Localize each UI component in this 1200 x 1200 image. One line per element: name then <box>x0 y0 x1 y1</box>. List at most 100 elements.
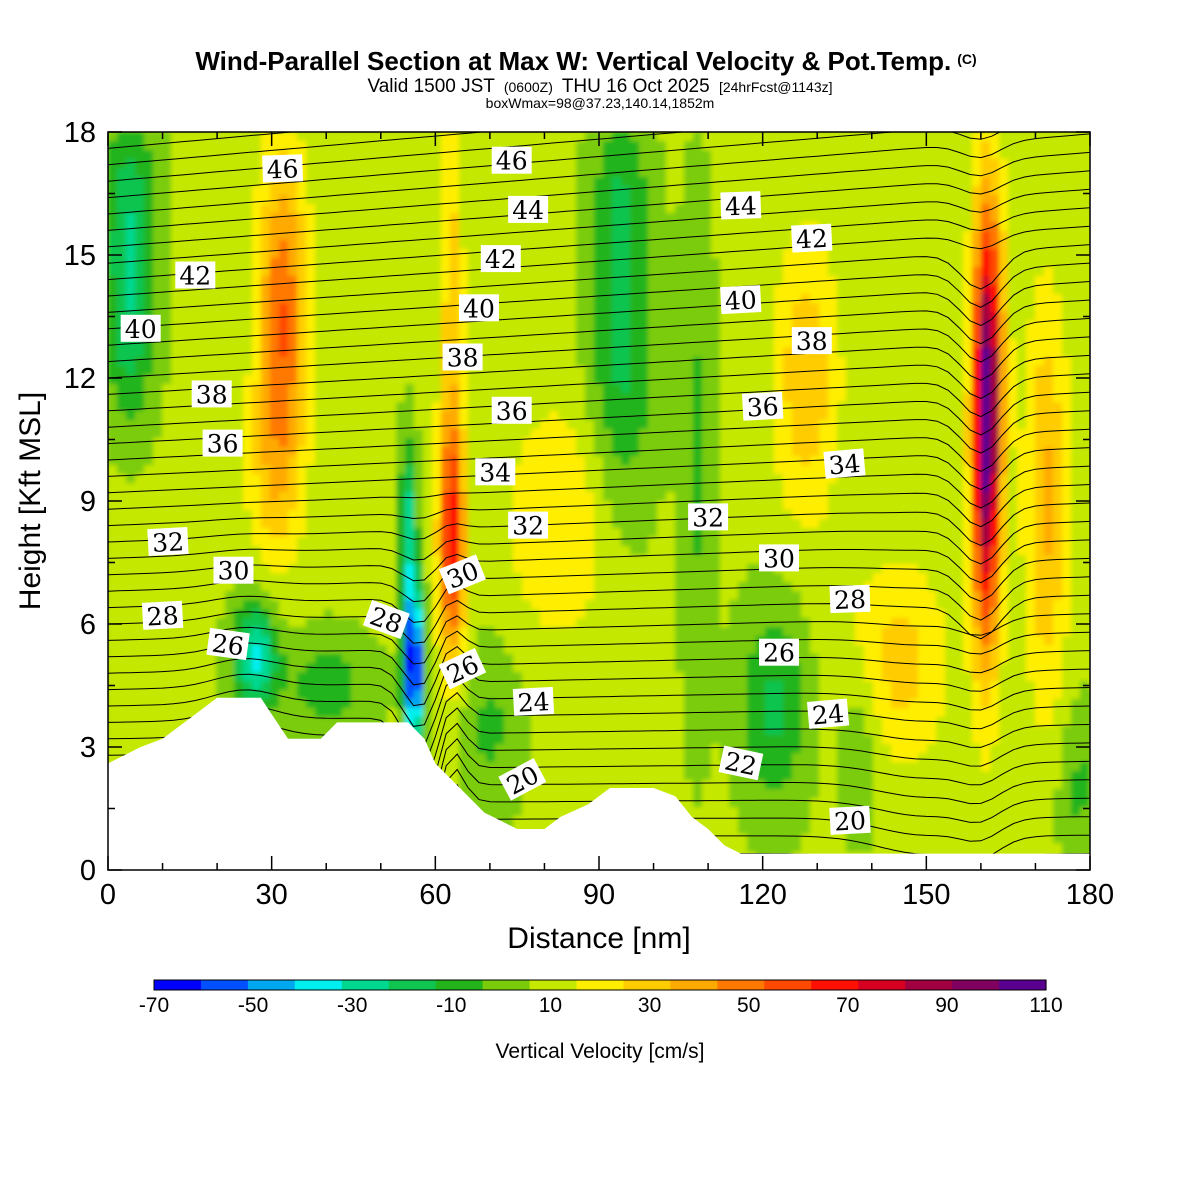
field-cell <box>450 321 460 331</box>
field-cell <box>198 537 208 547</box>
field-cell <box>387 420 397 430</box>
field-cell <box>486 330 496 340</box>
field-cell <box>675 204 685 214</box>
field-cell <box>954 447 964 457</box>
field-cell <box>1017 429 1027 439</box>
field-cell <box>1017 447 1027 457</box>
field-cell <box>918 168 928 178</box>
field-cell <box>999 159 1009 169</box>
field-cell <box>117 285 127 295</box>
field-cell <box>684 438 694 448</box>
field-cell <box>387 348 397 358</box>
field-cell <box>936 267 946 277</box>
field-cell <box>657 492 667 502</box>
field-cell <box>828 474 838 484</box>
field-cell <box>909 132 919 142</box>
field-cell <box>324 204 334 214</box>
field-cell <box>711 384 721 394</box>
field-cell <box>252 312 262 322</box>
field-cell <box>990 429 1000 439</box>
field-cell <box>783 195 793 205</box>
field-cell <box>981 483 991 493</box>
field-cell <box>927 339 937 349</box>
field-cell <box>432 537 442 547</box>
field-cell <box>702 303 712 313</box>
field-cell <box>792 465 802 475</box>
field-cell <box>234 375 244 385</box>
field-cell <box>648 276 658 286</box>
field-cell <box>207 240 217 250</box>
field-cell <box>981 510 991 520</box>
field-cell <box>864 150 874 160</box>
field-cell <box>558 285 568 295</box>
field-cell <box>630 159 640 169</box>
field-cell <box>1026 285 1036 295</box>
field-cell <box>486 213 496 223</box>
field-cell <box>873 249 883 259</box>
field-cell <box>576 132 586 142</box>
field-cell <box>162 456 172 466</box>
field-cell <box>405 159 415 169</box>
field-cell <box>162 222 172 232</box>
field-cell <box>135 276 145 286</box>
field-cell <box>765 213 775 223</box>
field-cell <box>603 303 613 313</box>
field-cell <box>819 177 829 187</box>
field-cell <box>198 411 208 421</box>
field-cell <box>963 240 973 250</box>
field-cell <box>1026 501 1036 511</box>
field-cell <box>639 501 649 511</box>
field-cell <box>324 420 334 430</box>
field-cell <box>837 312 847 322</box>
field-cell <box>684 528 694 538</box>
field-cell <box>990 339 1000 349</box>
field-cell <box>540 186 550 196</box>
field-cell <box>306 510 316 520</box>
field-cell <box>171 393 181 403</box>
field-cell <box>801 141 811 151</box>
field-cell <box>576 519 586 529</box>
field-cell <box>531 159 541 169</box>
field-cell <box>801 411 811 421</box>
field-cell <box>783 411 793 421</box>
field-cell <box>909 465 919 475</box>
field-cell <box>675 366 685 376</box>
field-cell <box>639 186 649 196</box>
field-cell <box>378 222 388 232</box>
field-cell <box>450 294 460 304</box>
field-cell <box>162 159 172 169</box>
field-cell <box>603 330 613 340</box>
field-cell <box>108 330 118 340</box>
field-cell <box>531 249 541 259</box>
field-cell <box>522 321 532 331</box>
field-cell <box>936 474 946 484</box>
field-cell <box>972 321 982 331</box>
field-cell <box>540 375 550 385</box>
field-cell <box>945 465 955 475</box>
field-cell <box>936 285 946 295</box>
field-cell <box>828 366 838 376</box>
field-cell <box>441 240 451 250</box>
field-cell <box>801 393 811 403</box>
field-cell <box>153 483 163 493</box>
field-cell <box>1071 357 1081 367</box>
title-block: Wind-Parallel Section at Max W: Vertical… <box>195 46 976 111</box>
field-cell <box>936 186 946 196</box>
field-cell <box>306 258 316 268</box>
field-cell <box>783 438 793 448</box>
field-cell <box>621 141 631 151</box>
field-cell <box>252 204 262 214</box>
field-cell <box>738 483 748 493</box>
field-cell <box>666 429 676 439</box>
field-cell <box>765 186 775 196</box>
field-cell <box>864 267 874 277</box>
field-cell <box>162 276 172 286</box>
field-cell <box>432 195 442 205</box>
field-cell <box>675 339 685 349</box>
field-cell <box>261 375 271 385</box>
field-cell <box>909 330 919 340</box>
field-cell <box>594 375 604 385</box>
field-cell <box>738 420 748 430</box>
field-cell <box>567 204 577 214</box>
field-cell <box>369 465 379 475</box>
